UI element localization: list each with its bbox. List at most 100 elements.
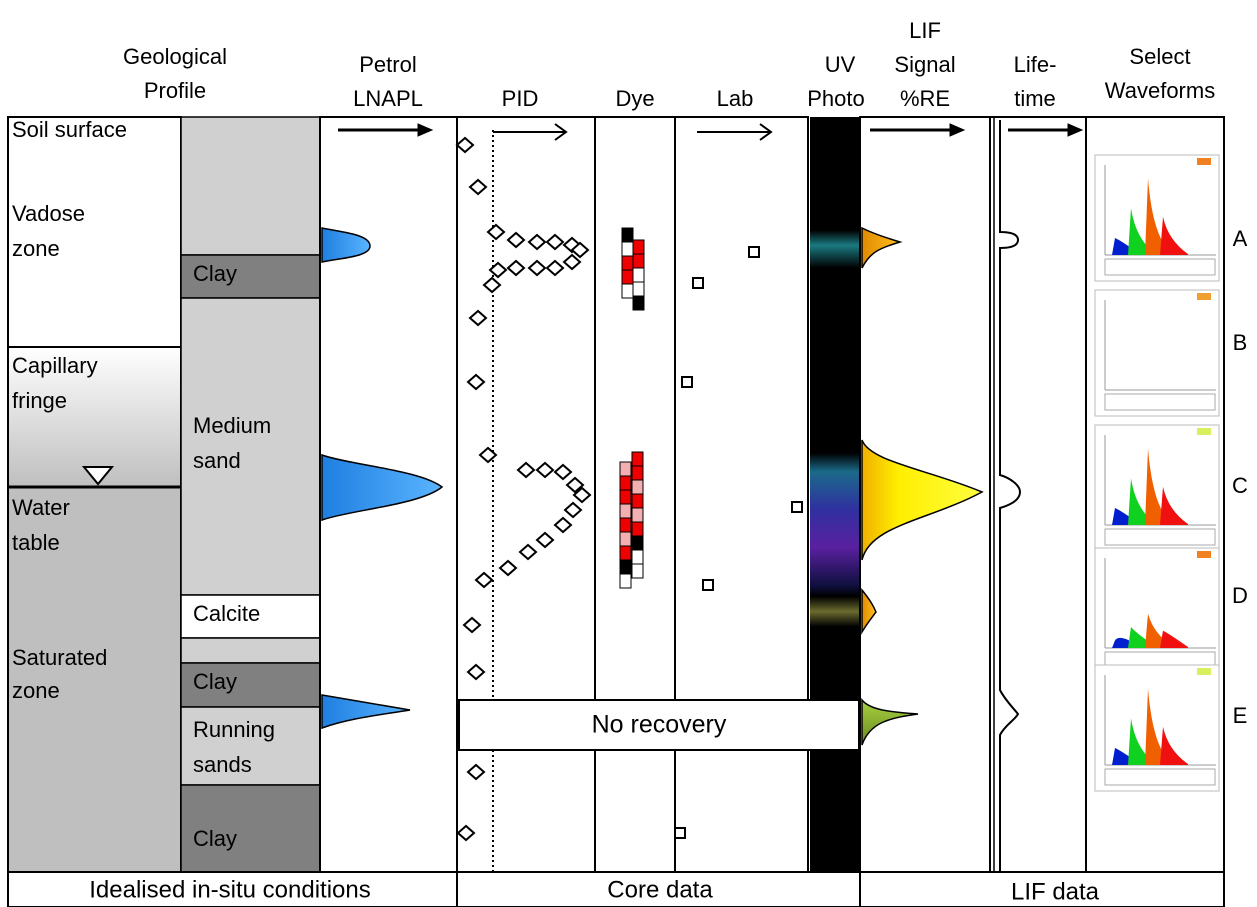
zone-label: table	[12, 530, 60, 555]
lif-peak	[862, 590, 876, 632]
dye-block	[620, 504, 631, 518]
header: PID	[502, 86, 539, 111]
waveform-label: C	[1232, 473, 1248, 498]
header: LIF	[909, 18, 941, 43]
pid-marker	[529, 235, 545, 249]
dye-block	[620, 560, 631, 574]
pid-marker	[476, 573, 492, 587]
layer-label: Clay	[193, 669, 237, 694]
waveform-label: E	[1233, 703, 1248, 728]
dye-block	[622, 284, 633, 298]
lab-marker	[693, 278, 703, 288]
lif-peak	[862, 700, 918, 745]
dye-block	[622, 242, 633, 256]
lif-peak	[862, 440, 982, 560]
lnapl-peak	[322, 455, 442, 520]
pid-marker	[484, 278, 500, 292]
dye-block	[633, 240, 644, 254]
footer-label: Core data	[607, 876, 713, 903]
header: Dye	[615, 86, 654, 111]
layer	[181, 298, 320, 595]
pid-marker	[547, 235, 563, 249]
dye-block	[620, 476, 631, 490]
pid-marker	[508, 233, 524, 247]
header: Photo	[807, 86, 865, 111]
dye-block	[620, 462, 631, 476]
zone-label: Vadose	[12, 201, 85, 226]
pid-marker	[529, 261, 545, 275]
lnapl-peak	[322, 228, 370, 262]
layer	[181, 117, 320, 255]
header: UV	[825, 52, 856, 77]
lifetime-column	[990, 117, 1086, 872]
header: Select	[1129, 44, 1190, 69]
dye-block	[632, 466, 643, 480]
dye-block	[622, 256, 633, 270]
dye-block	[632, 564, 643, 578]
zone-label: Soil surface	[12, 117, 127, 142]
header: Petrol	[359, 52, 416, 77]
pid-marker	[564, 255, 580, 269]
lab-marker	[749, 247, 759, 257]
lif-peak	[862, 228, 900, 268]
header: Waveforms	[1105, 78, 1215, 103]
pid-marker	[500, 561, 516, 575]
pid-marker	[464, 618, 480, 632]
waveform-label: D	[1232, 583, 1248, 608]
layer-label: Running	[193, 717, 275, 742]
dye-block	[633, 254, 644, 268]
waveform-tag	[1197, 293, 1211, 300]
pid-marker	[555, 465, 571, 479]
pid-marker	[468, 665, 484, 679]
dye-block	[620, 532, 631, 546]
pid-marker	[518, 463, 534, 477]
lab-marker	[675, 828, 685, 838]
dye-blocks	[620, 228, 644, 588]
lab-column	[675, 117, 808, 872]
pid-marker	[520, 545, 536, 559]
pid-marker	[555, 518, 571, 532]
lnapl-peaks	[322, 228, 442, 728]
dye-block	[633, 282, 644, 296]
dye-block	[620, 518, 631, 532]
pid-marker	[547, 261, 563, 275]
header: time	[1014, 86, 1056, 111]
pid-marker	[458, 826, 474, 840]
arrow	[493, 124, 566, 140]
header: Profile	[144, 78, 206, 103]
header: LNAPL	[353, 86, 423, 111]
pid-marker	[488, 225, 504, 239]
footer-label: Idealised in-situ conditions	[89, 876, 371, 903]
pid-marker	[565, 503, 581, 517]
layer-label: Clay	[193, 826, 237, 851]
layer-label: Medium	[193, 413, 271, 438]
zone-label: Saturated	[12, 645, 107, 670]
dye-block	[632, 522, 643, 536]
arrowhead	[950, 124, 964, 136]
pid-marker	[468, 375, 484, 389]
dye-block	[633, 268, 644, 282]
lab-marker	[682, 377, 692, 387]
dye-block	[632, 480, 643, 494]
zone-label: Water	[12, 495, 70, 520]
dye-block	[620, 490, 631, 504]
pid-marker	[537, 463, 553, 477]
lab-marker	[703, 580, 713, 590]
pid-marker	[470, 311, 486, 325]
layer-label: Clay	[193, 261, 237, 286]
waveform-legend	[1105, 259, 1215, 275]
pid-marker	[470, 180, 486, 194]
dye-block	[622, 270, 633, 284]
waveform-tag	[1197, 668, 1211, 675]
lab-marker	[792, 502, 802, 512]
waveform-label: A	[1233, 226, 1248, 251]
arrowhead	[1068, 124, 1082, 136]
pid-marker	[537, 533, 553, 547]
header: Life-	[1014, 52, 1057, 77]
dye-block	[632, 550, 643, 564]
waveform-label: B	[1233, 330, 1248, 355]
waveform-legend	[1105, 769, 1215, 785]
header: Geological	[123, 44, 227, 69]
dye-block	[632, 452, 643, 466]
arrows	[338, 124, 1082, 140]
